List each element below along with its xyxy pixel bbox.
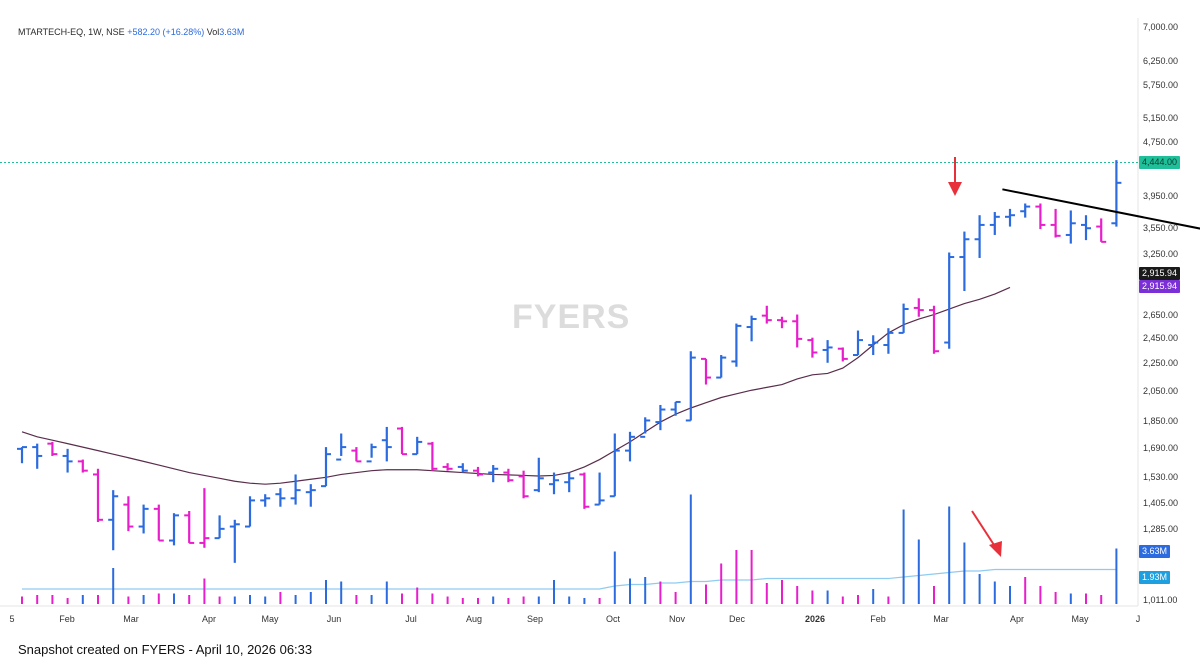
symbol-label: MTARTECH-EQ, 1W, NSE bbox=[18, 27, 125, 37]
price-tick-label: 5,750.00 bbox=[1143, 80, 1179, 91]
volume-label: Vol bbox=[206, 27, 220, 37]
time-tick-label: Feb bbox=[59, 614, 75, 624]
time-tick-label: Jul bbox=[405, 614, 417, 624]
close-price-tag: 2,915.94 bbox=[1139, 267, 1181, 280]
ma-value-tag: 2,915.94 bbox=[1139, 280, 1181, 293]
price-tick-label: 2,050.00 bbox=[1143, 385, 1179, 396]
price-tick-label: 3,250.00 bbox=[1143, 249, 1179, 260]
time-tick-label: Dec bbox=[728, 614, 746, 624]
time-tick-label: Mar bbox=[123, 614, 139, 624]
time-tick-label: Apr bbox=[201, 614, 217, 624]
price-tick-label: 1,690.00 bbox=[1143, 442, 1179, 453]
volume-tag: 3.63M bbox=[1139, 545, 1171, 558]
time-tick-label: Sep bbox=[526, 614, 544, 624]
snapshot-footer: Snapshot created on FYERS - April 10, 20… bbox=[18, 642, 313, 657]
volume-value: 3.63M bbox=[219, 27, 245, 37]
change-label: +582.20 (+16.28%) bbox=[127, 27, 205, 37]
chart-legend-header: MTARTECH-EQ, 1W, NSE +582.20 (+16.28%) V… bbox=[18, 27, 244, 37]
volume-ma-tag: 1.93M bbox=[1139, 571, 1171, 584]
time-tick-label: Mar bbox=[933, 614, 949, 624]
time-tick-label: 2026 bbox=[804, 614, 826, 624]
price-tick-label: 4,750.00 bbox=[1143, 136, 1179, 147]
trendline bbox=[1002, 188, 1200, 230]
moving-average-line bbox=[21, 286, 1011, 485]
price-tick-label: 2,250.00 bbox=[1143, 358, 1179, 369]
last-price-tag: 4,444.00 bbox=[1139, 156, 1181, 170]
price-tick-label: 1,011.00 bbox=[1143, 595, 1178, 605]
price-tick-label: 5,150.00 bbox=[1143, 112, 1179, 123]
time-tick-label: Apr bbox=[1009, 614, 1025, 624]
time-tick-label: J bbox=[1135, 614, 1141, 624]
time-tick-label: Feb bbox=[870, 614, 886, 624]
price-tick-label: 1,285.00 bbox=[1143, 523, 1179, 534]
price-tick-label: 1,405.00 bbox=[1143, 497, 1179, 508]
price-arrow-head bbox=[948, 182, 962, 196]
time-tick-label: Aug bbox=[465, 614, 483, 624]
volume-ma-line bbox=[22, 568, 1117, 590]
time-tick-label: Oct bbox=[605, 614, 621, 624]
price-tick-label: 3,550.00 bbox=[1143, 223, 1179, 234]
price-tick-label: 2,650.00 bbox=[1143, 309, 1179, 320]
time-tick-label: May bbox=[1071, 614, 1089, 624]
time-tick-label: May bbox=[261, 614, 279, 624]
price-tick-label: 2,450.00 bbox=[1143, 332, 1179, 343]
volume-arrow-head bbox=[989, 541, 1002, 557]
volume-arrow-shaft bbox=[971, 510, 997, 549]
time-tick-label: Jun bbox=[326, 614, 342, 624]
price-tick-label: 1,530.00 bbox=[1143, 472, 1179, 483]
price-tick-label: 1,850.00 bbox=[1143, 416, 1179, 427]
watermark-text: FYERS bbox=[512, 298, 631, 336]
price-tick-label: 3,950.00 bbox=[1143, 191, 1179, 202]
time-tick-label: 5 bbox=[9, 614, 15, 624]
price-tick-label: 7,000.00 bbox=[1143, 22, 1179, 32]
time-tick-label: Nov bbox=[668, 614, 686, 624]
price-tick-label: 6,250.00 bbox=[1143, 55, 1179, 66]
